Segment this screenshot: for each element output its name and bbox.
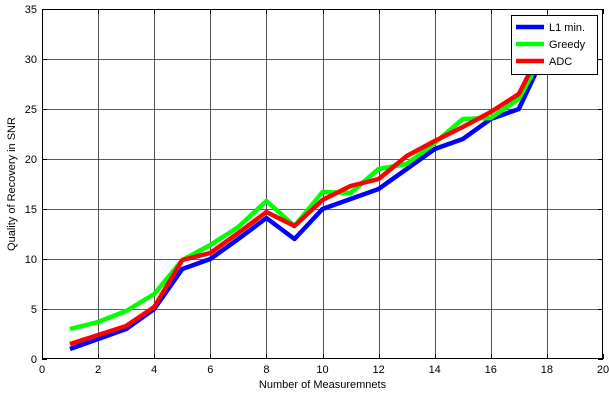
axis-ticks: 0 2 4 6 8 10 12 14 16 18 20 0 5 10 15 20 25 30 35 (25, 4, 609, 376)
y-tick-label: 5 (31, 304, 37, 316)
x-tick-label: 4 (151, 364, 157, 376)
x-tick-label: 6 (207, 364, 213, 376)
x-tick-label: 16 (485, 364, 497, 376)
x-tick-label: 2 (95, 364, 101, 376)
series-line-greedy (69, 45, 549, 332)
legend-label: L1 min. (549, 22, 585, 34)
y-tick-label: 15 (25, 204, 37, 216)
plot-area (42, 9, 603, 359)
x-tick-label: 20 (597, 364, 609, 376)
legend-label: Greedy (549, 39, 586, 51)
x-tick-label: 14 (429, 364, 441, 376)
series-line-adc (69, 37, 549, 347)
legend-label: ADC (549, 56, 572, 68)
legend: L1 min. Greedy ADC (511, 15, 598, 75)
y-tick-label: 0 (31, 354, 37, 366)
plot-frame (42, 9, 603, 359)
y-axis-label: Quality of Recovery in SNR (6, 117, 18, 251)
x-tick-label: 10 (316, 364, 328, 376)
y-tick-label: 10 (25, 254, 37, 266)
x-axis-label: Number of Measuremnets (259, 379, 387, 391)
x-tick-label: 0 (39, 364, 45, 376)
y-tick-label: 30 (25, 54, 37, 66)
series-group (69, 37, 549, 352)
x-tick-label: 12 (372, 364, 384, 376)
x-tick-label: 18 (541, 364, 553, 376)
x-tick-label: 8 (263, 364, 269, 376)
y-tick-label: 35 (25, 4, 37, 16)
y-tick-label: 20 (25, 154, 37, 166)
y-tick-label: 25 (25, 104, 37, 116)
